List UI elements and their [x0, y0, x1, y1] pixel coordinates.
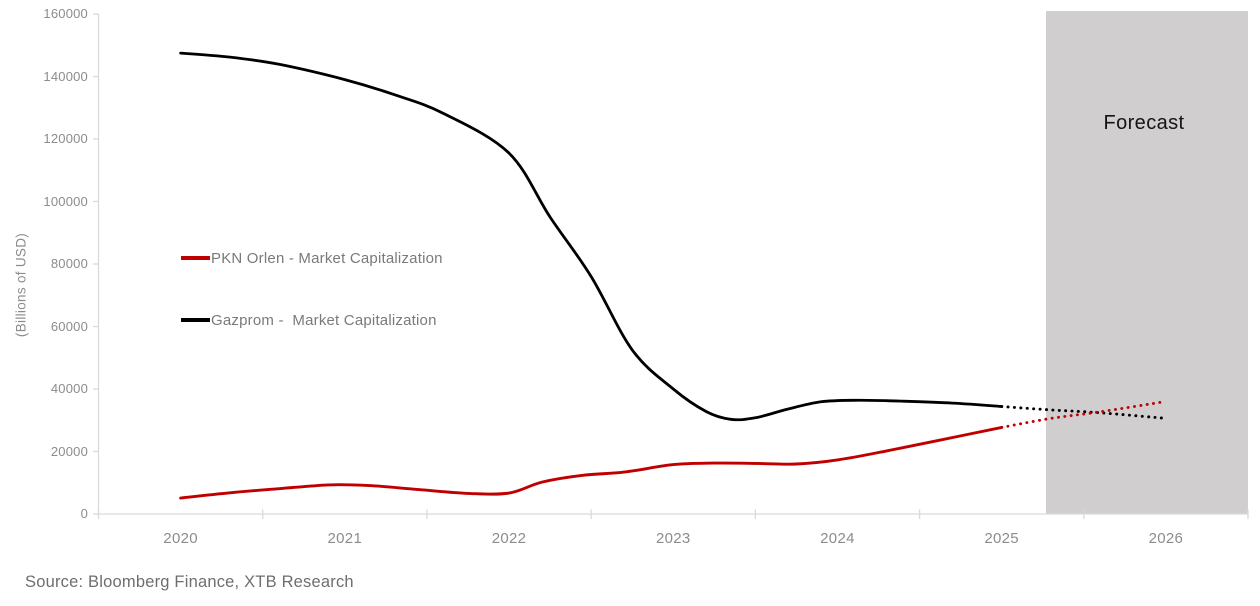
x-tick-label: 2020: [163, 530, 198, 547]
y-tick-label: 120000: [43, 131, 88, 146]
x-tick-label: 2025: [984, 530, 1019, 547]
gazprom-legend-label: Gazprom - Market Capitalization: [211, 311, 437, 329]
x-tick-label: 2022: [491, 530, 527, 547]
legend-item-pkn-orlen: PKN Orlen - Market Capitalization: [181, 248, 443, 268]
x-tick-label: 2024: [820, 530, 855, 547]
forecast-label: Forecast: [1103, 112, 1185, 134]
y-tick-label: 40000: [50, 381, 88, 396]
y-tick-label: 100000: [43, 193, 88, 209]
pkn-orlen-line: [179, 425, 1004, 500]
x-tick-label: 2021: [327, 530, 363, 547]
y-tick-label: 80000: [50, 256, 88, 271]
x-tick-label: 2026: [1148, 530, 1184, 547]
y-tick-label: 20000: [50, 443, 88, 459]
y-tick-label: 60000: [50, 318, 88, 334]
pkn-orlen-legend-swatch: [181, 256, 210, 260]
forecast-region: [1046, 11, 1248, 514]
x-tick-label: 2023: [655, 530, 691, 547]
gazprom-line: [179, 51, 1004, 422]
y-tick-label: 140000: [43, 68, 88, 84]
y-tick-label: 0: [80, 506, 88, 521]
legend-item-gazprom: Gazprom - Market Capitalization: [181, 310, 437, 330]
gazprom-legend-swatch: [181, 318, 210, 322]
gazprom-forecast-line: [1000, 405, 1168, 420]
pkn-orlen-legend-label: PKN Orlen - Market Capitalization: [211, 249, 443, 267]
y-tick-label: 160000: [43, 6, 88, 21]
axis-tick-marks: [93, 13, 1249, 519]
pkn-orlen-forecast-line: [1000, 400, 1168, 429]
source-note: Source: Bloomberg Finance, XTB Research: [25, 573, 354, 591]
